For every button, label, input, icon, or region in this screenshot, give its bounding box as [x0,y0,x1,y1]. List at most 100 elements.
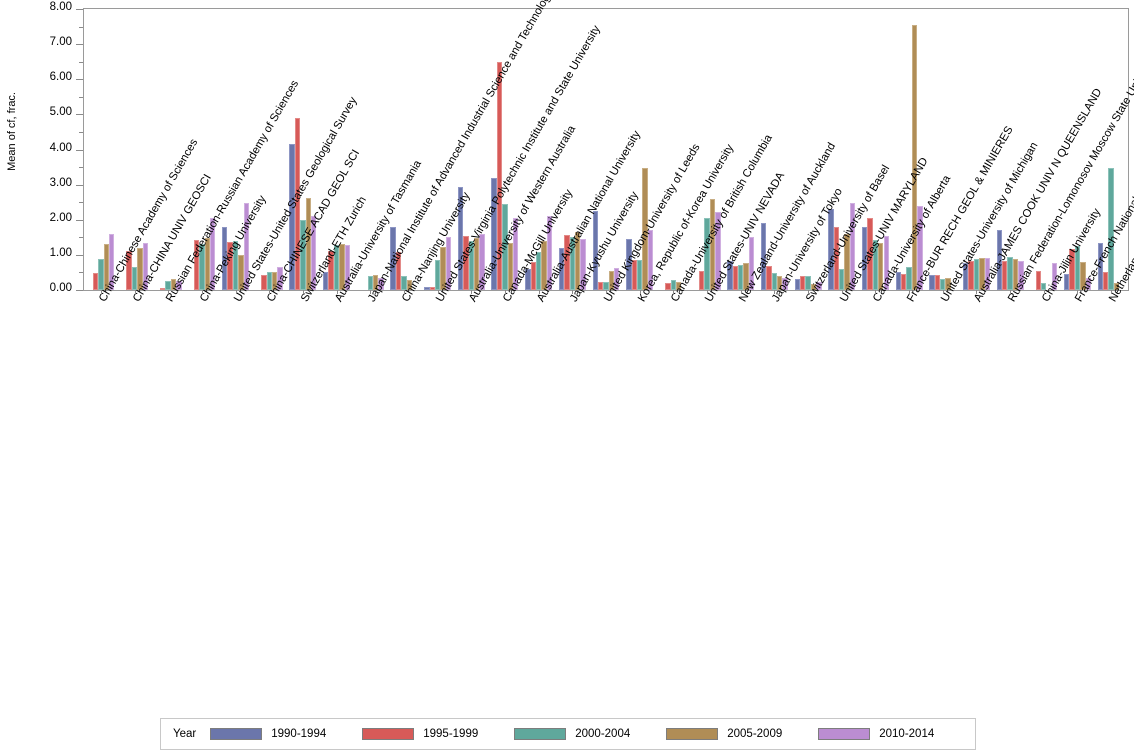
bar [176,280,182,290]
legend-swatch [362,728,415,740]
x-tick-mark [909,290,911,294]
y-tick-mark [76,219,83,221]
y-tick-mark [76,184,83,186]
bar-group [592,9,620,290]
x-tick-mark [1043,290,1045,294]
bar-group [558,9,586,290]
bar [906,267,912,290]
plot-area [83,8,1129,291]
bar [434,260,441,290]
bar [328,251,334,290]
bar-group [660,9,687,290]
y-tick: 4.00 [0,142,83,154]
bar-group [760,9,788,290]
bar [631,260,637,290]
bar [670,280,677,290]
bar [193,240,200,290]
bar [833,226,840,290]
bar-group [289,9,317,290]
x-tick-mark [302,290,304,294]
bar [305,197,311,290]
legend-item[interactable]: 1995-1999 [362,728,478,740]
bar [131,266,138,290]
x-tick-mark [269,290,271,294]
y-tick-label: 1.00 [49,246,72,259]
bar [984,257,990,290]
legend-swatch [210,728,263,740]
bar [372,275,379,290]
x-tick-mark [336,290,338,294]
bar [1051,262,1058,290]
x-tick-mark [572,290,574,294]
bar [805,275,811,290]
x-tick-mark [1111,290,1113,294]
y-tick-mark [76,9,83,10]
bar-group [1030,9,1058,290]
y-tick-label: 5.00 [49,106,72,119]
x-tick-mark [774,290,776,294]
bar [92,273,99,290]
bar [1063,274,1070,290]
bar [849,202,856,290]
x-tick-mark [1010,290,1012,294]
bar-group [256,9,283,290]
bar-group [895,9,923,290]
bar-group [794,9,822,290]
bar [973,259,980,290]
bar [271,271,278,290]
bar [367,275,373,290]
bar [378,278,384,290]
bar [794,279,800,290]
x-tick-mark [538,290,540,294]
bar [917,205,923,290]
legend-item[interactable]: 2000-2004 [514,728,630,740]
bar [558,247,565,290]
bar [979,257,985,290]
x-tick-mark [201,290,203,294]
bar-group [1063,9,1091,290]
bar [232,240,239,290]
bar [816,282,822,290]
bar [530,261,536,290]
bar [126,250,132,290]
bar-group [996,9,1024,290]
x-tick-mark [235,290,237,294]
legend-item[interactable]: 1990-1994 [210,728,326,740]
bar [799,275,806,290]
y-tick-minor-mark [79,131,83,133]
legend-item[interactable]: 2005-2009 [666,728,782,740]
bar [535,252,542,290]
y-tick-minor-mark [79,202,83,204]
x-tick-mark [134,290,136,294]
x-tick-mark [504,290,506,294]
bar [468,240,474,290]
bar [160,288,166,290]
bar [429,287,435,290]
bar [844,233,850,290]
bar [883,235,889,290]
bar [760,223,767,290]
y-tick-label: 8.00 [49,1,72,13]
bar [98,259,104,290]
bar [626,239,632,290]
bar [1074,246,1081,290]
y-tick: 7.00 [0,36,83,48]
y-tick-minor [0,202,83,204]
y-tick: 0.00 [0,282,83,294]
x-tick-mark [437,290,439,294]
bar [440,247,446,290]
legend-swatch [818,728,871,740]
x-tick-mark [100,290,102,294]
bar-group [222,9,250,290]
bar-group [87,9,115,290]
bar [165,281,171,290]
bar [704,218,710,290]
bar [810,284,817,290]
legend-swatch [514,728,567,740]
bar [457,187,464,290]
bar [771,273,778,290]
bar-group [491,9,519,290]
y-tick-mark [76,44,83,46]
legend-item[interactable]: 2010-2014 [818,728,934,740]
